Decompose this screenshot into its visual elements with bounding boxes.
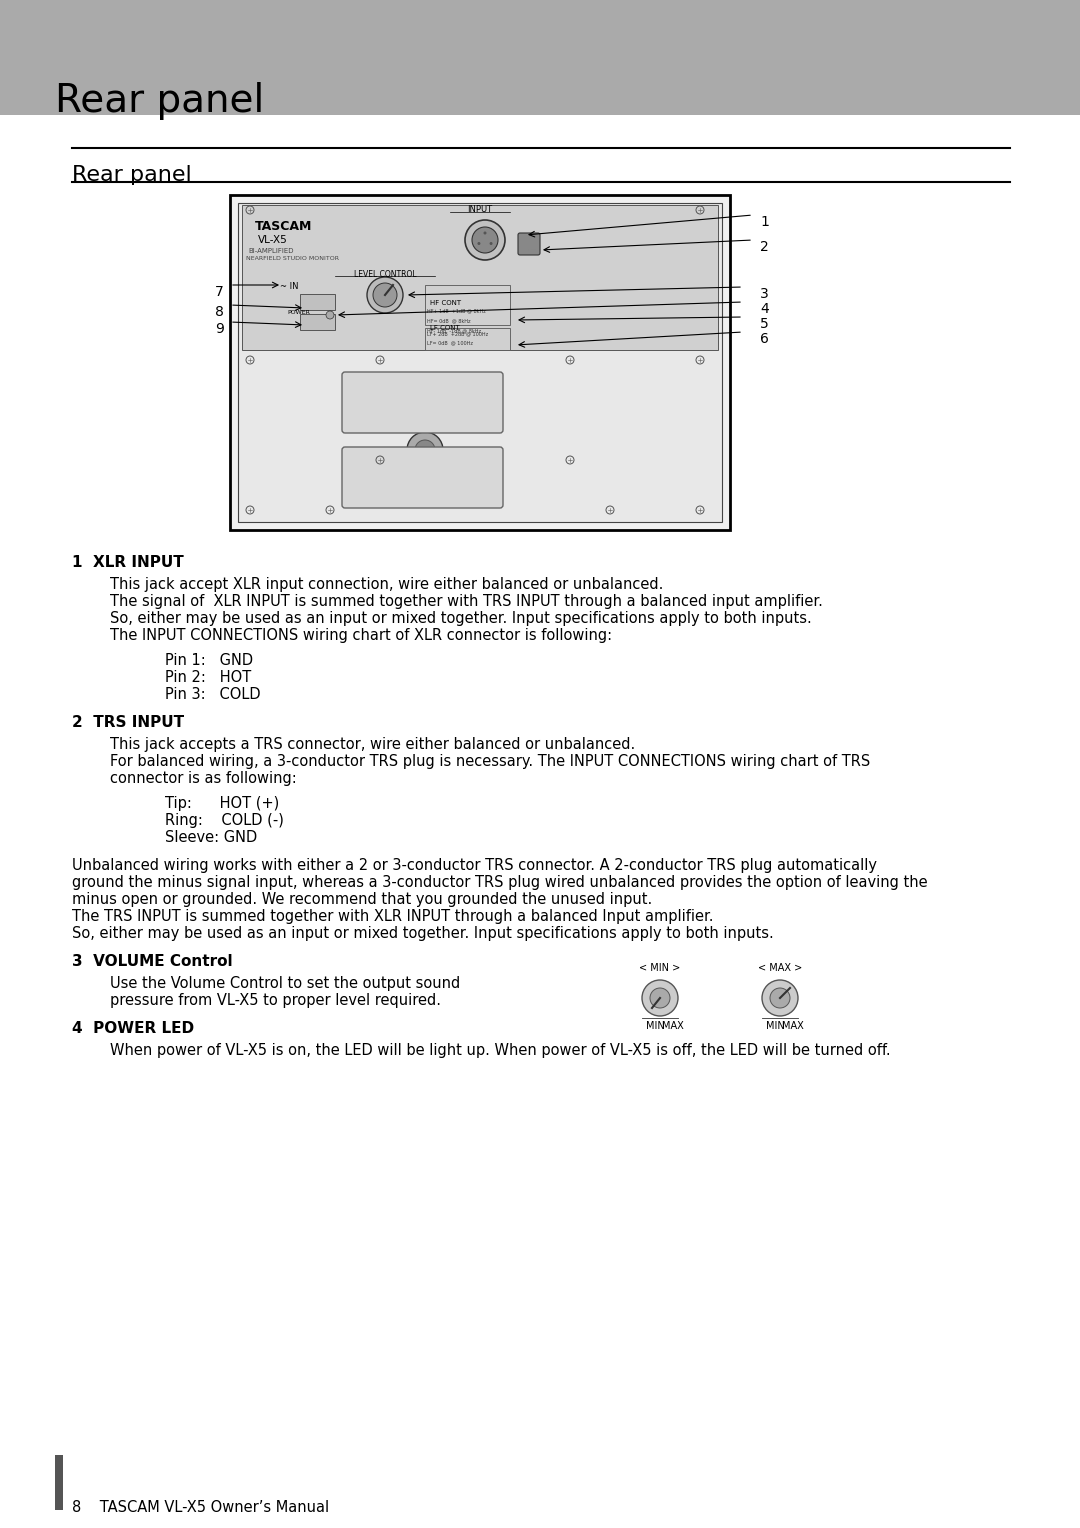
- Text: MAX: MAX: [782, 1021, 804, 1031]
- Text: Ring:    COLD (-): Ring: COLD (-): [165, 813, 284, 828]
- Text: HF+ 1dB  +1dB @ 8kHz: HF+ 1dB +1dB @ 8kHz: [427, 309, 486, 313]
- Text: ground the minus signal input, whereas a 3-conductor TRS plug wired unbalanced p: ground the minus signal input, whereas a…: [72, 876, 928, 889]
- Text: NEARFIELD STUDIO MONITOR: NEARFIELD STUDIO MONITOR: [246, 257, 339, 261]
- Text: LF= 0dB  @ 100Hz: LF= 0dB @ 100Hz: [427, 341, 473, 345]
- Text: Pin 3:   COLD: Pin 3: COLD: [165, 688, 260, 701]
- Text: MAX: MAX: [662, 1021, 684, 1031]
- Text: This jack accepts a TRS connector, wire either balanced or unbalanced.: This jack accepts a TRS connector, wire …: [110, 736, 635, 752]
- Text: HF- 1dB  -1dB @ 8kHz: HF- 1dB -1dB @ 8kHz: [427, 329, 481, 333]
- Text: MIN: MIN: [646, 1021, 665, 1031]
- Text: 8    TASCAM VL-X5 Owner’s Manual: 8 TASCAM VL-X5 Owner’s Manual: [72, 1500, 329, 1514]
- Bar: [55, 1455, 63, 1510]
- Text: 5: 5: [760, 316, 769, 332]
- Circle shape: [367, 277, 403, 313]
- Bar: [426, 329, 510, 350]
- Text: 6: 6: [760, 332, 769, 345]
- Bar: [242, 205, 718, 350]
- Text: Unbalanced wiring works with either a 2 or 3-conductor TRS connector. A 2-conduc: Unbalanced wiring works with either a 2 …: [72, 859, 877, 872]
- Bar: [300, 313, 335, 330]
- Circle shape: [489, 241, 492, 244]
- Bar: [300, 293, 335, 310]
- Circle shape: [477, 241, 481, 244]
- Text: For balanced wiring, a 3-conductor TRS plug is necessary. The INPUT CONNECTIONS : For balanced wiring, a 3-conductor TRS p…: [110, 753, 870, 769]
- Bar: [0, 0, 1080, 115]
- Text: 4: 4: [760, 303, 769, 316]
- Text: 3: 3: [760, 287, 769, 301]
- Text: 2: 2: [760, 240, 769, 254]
- Text: 1  XLR INPUT: 1 XLR INPUT: [72, 555, 184, 570]
- Circle shape: [642, 979, 678, 1016]
- Circle shape: [326, 312, 334, 319]
- Text: TASCAM: TASCAM: [255, 220, 312, 232]
- Text: MIN: MIN: [766, 1021, 785, 1031]
- Circle shape: [472, 228, 498, 254]
- Text: This jack accept XLR input connection, wire either balanced or unbalanced.: This jack accept XLR input connection, w…: [110, 578, 663, 591]
- Circle shape: [484, 232, 486, 234]
- Text: Pin 1:   GND: Pin 1: GND: [165, 652, 253, 668]
- Circle shape: [415, 440, 435, 460]
- Text: So, either may be used as an input or mixed together. Input specifications apply: So, either may be used as an input or mi…: [72, 926, 773, 941]
- Text: Pin 2:   HOT: Pin 2: HOT: [165, 669, 252, 685]
- Bar: [238, 203, 723, 523]
- Circle shape: [465, 220, 505, 260]
- Circle shape: [373, 283, 397, 307]
- FancyBboxPatch shape: [518, 232, 540, 255]
- Text: ~ IN: ~ IN: [280, 283, 298, 290]
- Bar: [230, 196, 730, 530]
- Text: connector is as following:: connector is as following:: [110, 772, 297, 785]
- Text: INPUT: INPUT: [468, 205, 492, 214]
- FancyBboxPatch shape: [342, 371, 503, 432]
- Text: The INPUT CONNECTIONS wiring chart of XLR connector is following:: The INPUT CONNECTIONS wiring chart of XL…: [110, 628, 612, 643]
- Text: BI-AMPLIFIED: BI-AMPLIFIED: [248, 248, 294, 254]
- Circle shape: [407, 432, 443, 468]
- Text: HF CONT: HF CONT: [430, 299, 461, 306]
- Text: HF= 0dB  @ 8kHz: HF= 0dB @ 8kHz: [427, 318, 471, 322]
- Text: 9: 9: [215, 322, 224, 336]
- Text: When power of VL-X5 is on, the LED will be light up. When power of VL-X5 is off,: When power of VL-X5 is on, the LED will …: [110, 1044, 891, 1057]
- Text: 2  TRS INPUT: 2 TRS INPUT: [72, 715, 184, 730]
- Text: 1: 1: [760, 215, 769, 229]
- Text: 7: 7: [215, 286, 224, 299]
- Text: Use the Volume Control to set the output sound: Use the Volume Control to set the output…: [110, 976, 460, 992]
- Text: Rear panel: Rear panel: [72, 165, 192, 185]
- Circle shape: [770, 989, 789, 1008]
- Text: VL-X5: VL-X5: [258, 235, 287, 244]
- Circle shape: [762, 979, 798, 1016]
- Text: The signal of  XLR INPUT is summed together with TRS INPUT through a balanced in: The signal of XLR INPUT is summed togeth…: [110, 594, 823, 610]
- Text: minus open or grounded. We recommend that you grounded the unused input.: minus open or grounded. We recommend tha…: [72, 892, 652, 908]
- Text: LF+ 2dB  +2dB @ 100Hz: LF+ 2dB +2dB @ 100Hz: [427, 332, 488, 336]
- Text: < MAX >: < MAX >: [758, 963, 802, 973]
- Text: POWER: POWER: [287, 310, 310, 315]
- Circle shape: [650, 989, 670, 1008]
- Text: LEVEL CONTROL: LEVEL CONTROL: [353, 270, 416, 280]
- Text: 4  POWER LED: 4 POWER LED: [72, 1021, 194, 1036]
- Text: Tip:      HOT (+): Tip: HOT (+): [165, 796, 280, 811]
- Text: LF CONT: LF CONT: [430, 325, 460, 332]
- Text: So, either may be used as an input or mixed together. Input specifications apply: So, either may be used as an input or mi…: [110, 611, 812, 626]
- Bar: [426, 286, 510, 325]
- Text: The TRS INPUT is summed together with XLR INPUT through a balanced Input amplifi: The TRS INPUT is summed together with XL…: [72, 909, 714, 924]
- Text: Sleeve: GND: Sleeve: GND: [165, 830, 257, 845]
- FancyBboxPatch shape: [342, 448, 503, 507]
- Text: 3  VOLUME Control: 3 VOLUME Control: [72, 953, 232, 969]
- Text: pressure from VL-X5 to proper level required.: pressure from VL-X5 to proper level requ…: [110, 993, 441, 1008]
- Text: Rear panel: Rear panel: [55, 83, 265, 121]
- Text: 8: 8: [215, 306, 224, 319]
- Text: < MIN >: < MIN >: [639, 963, 680, 973]
